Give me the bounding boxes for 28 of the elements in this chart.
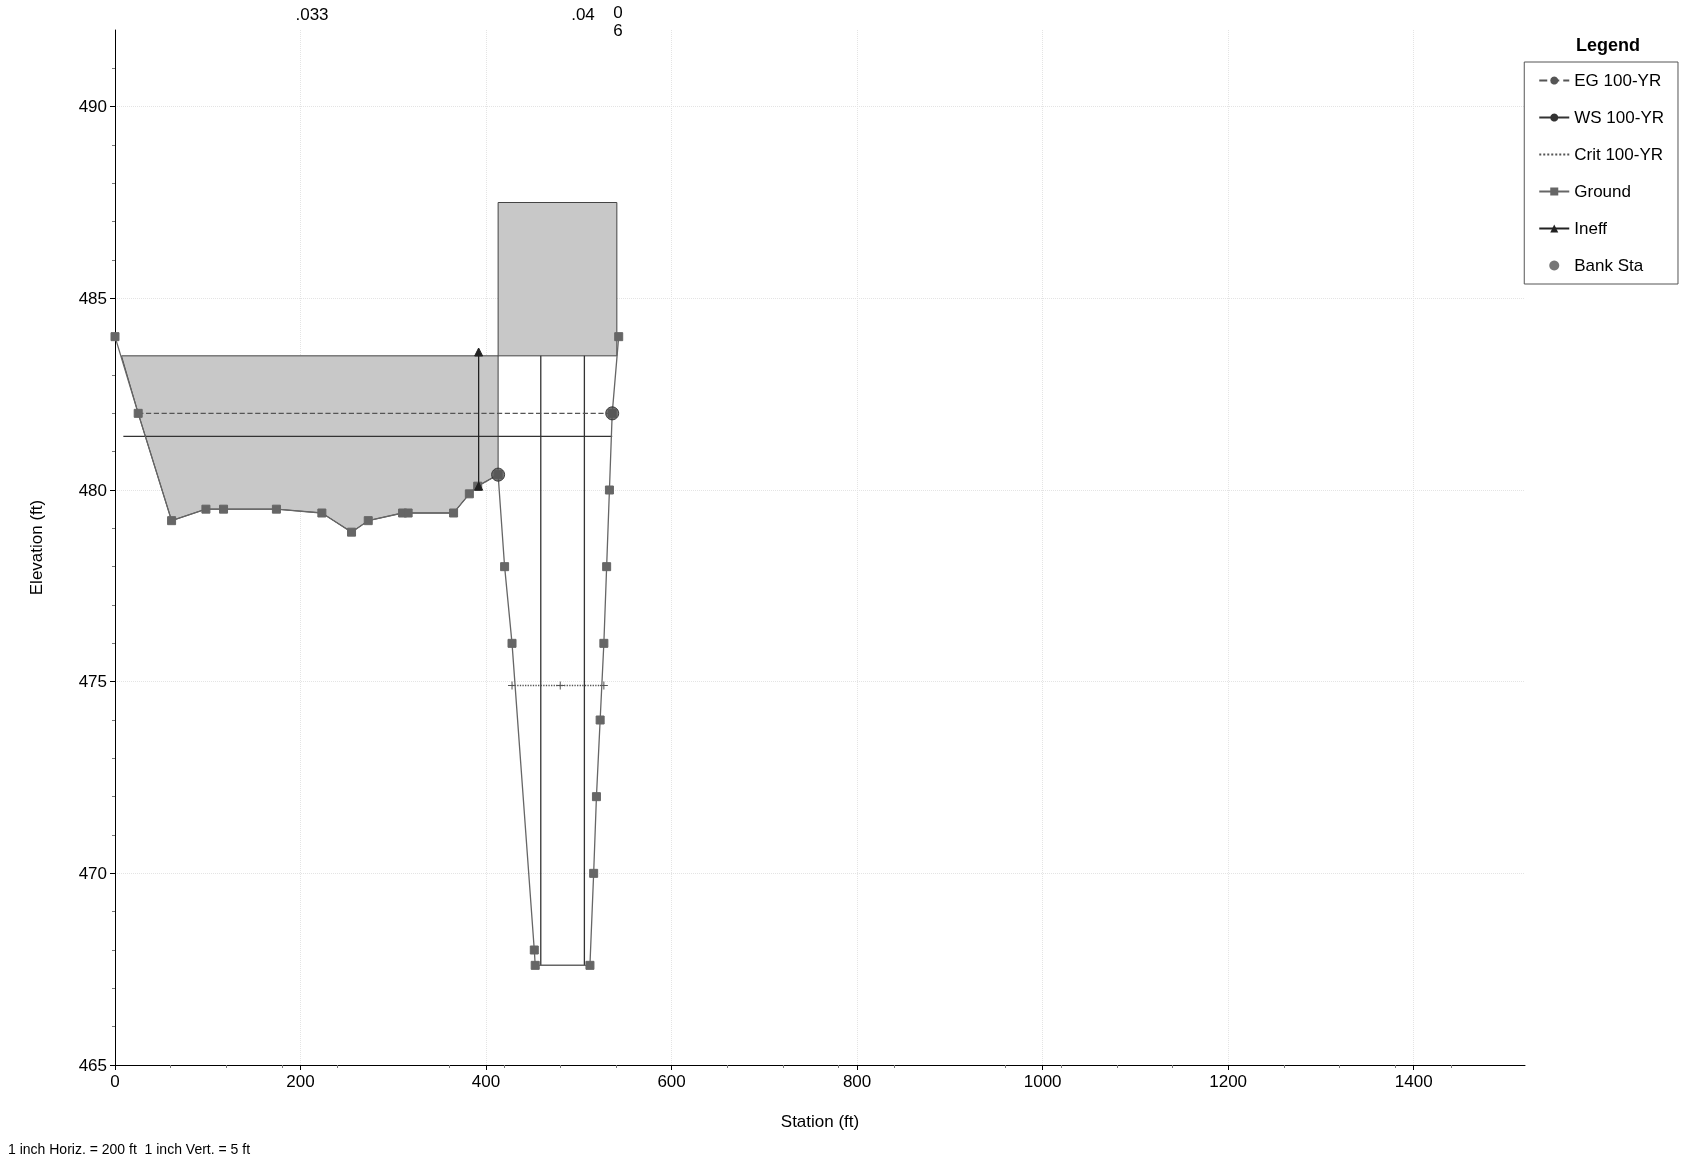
y-tick-label: 485 — [78, 288, 107, 308]
text: .033 — [295, 4, 329, 24]
x-tick-label: 1200 — [1209, 1072, 1248, 1091]
x-axis-title: Station (ft) — [780, 1112, 860, 1131]
x-tick-label: 200 — [286, 1072, 315, 1091]
text: 1 inch Horiz. = 200 ft 1 inch Vert. = 5 ft — [8, 1141, 251, 1157]
x-tick-label: 0 — [110, 1072, 120, 1091]
text: 0 — [613, 2, 623, 22]
y-tick-label: 480 — [78, 480, 107, 500]
text: .04 — [571, 4, 595, 24]
y-axis-title: Elevation (ft) — [27, 499, 46, 596]
legend-label: WS 100-YR — [1574, 108, 1664, 127]
x-tick-label: 400 — [471, 1072, 501, 1091]
x-tick-label: 600 — [657, 1072, 686, 1091]
legend-label: Crit 100-YR — [1574, 145, 1664, 164]
legend-title: Legend — [1576, 35, 1641, 55]
annotation: 6 — [613, 20, 623, 40]
y-tick-label: 490 — [78, 97, 107, 117]
legend-label: Ineff — [1574, 219, 1608, 238]
legend-label: Ground — [1574, 182, 1631, 201]
x-tick-label: 1400 — [1394, 1072, 1433, 1091]
legend-label: EG 100-YR — [1574, 71, 1662, 90]
x-tick-label: 800 — [842, 1072, 872, 1091]
y-tick-label: 470 — [78, 863, 107, 883]
y-tick-label: 475 — [78, 672, 107, 692]
x-tick-label: 1000 — [1023, 1072, 1062, 1091]
y-tick-label: 465 — [78, 1055, 107, 1075]
legend-label: Bank Sta — [1574, 256, 1644, 275]
